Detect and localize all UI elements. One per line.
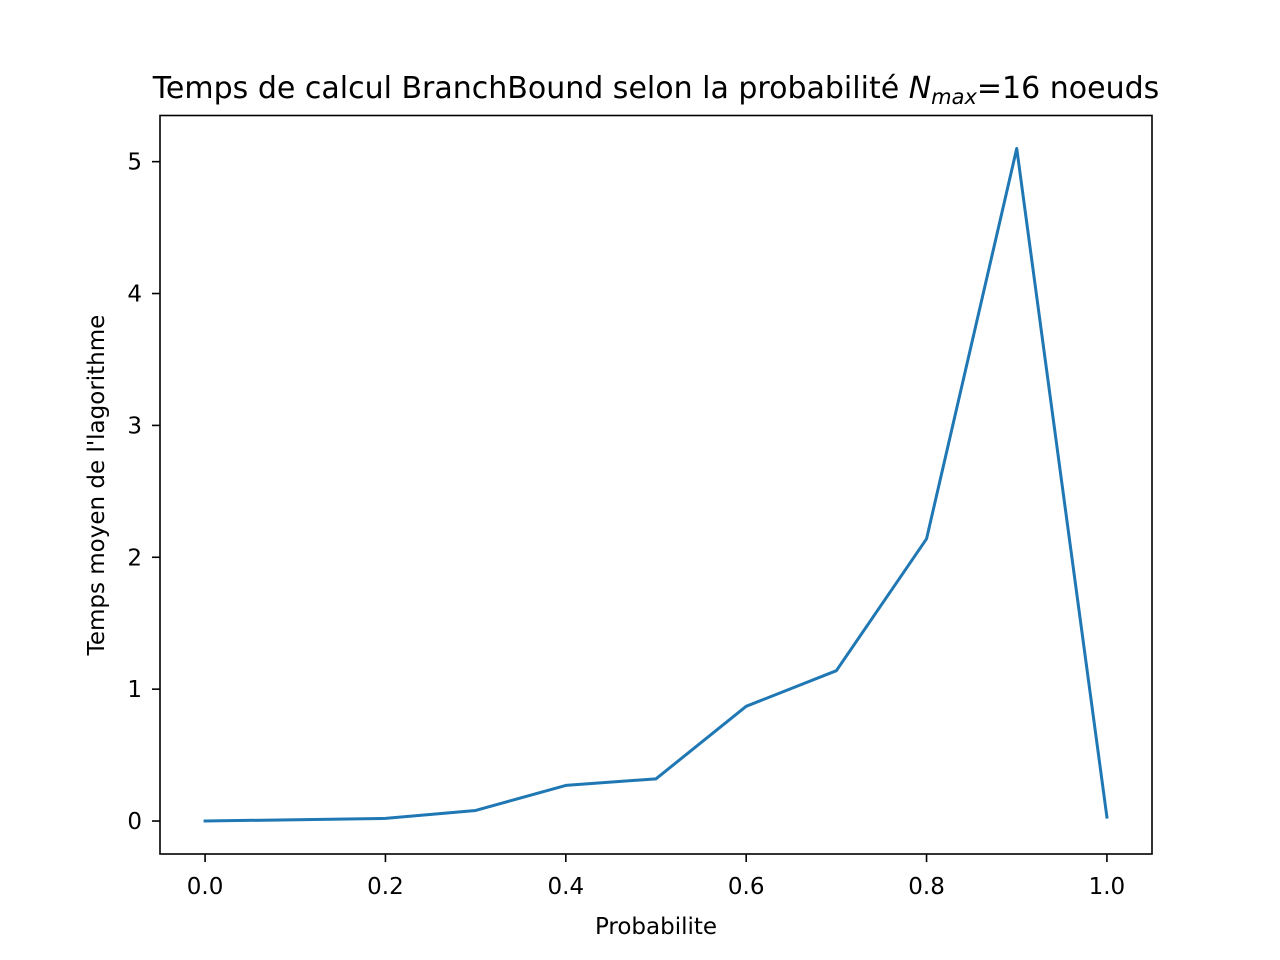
x-tick-label: 1.0: [1089, 874, 1126, 900]
y-tick-label: 1: [127, 677, 142, 703]
x-tick-label: 0.8: [908, 874, 945, 900]
y-axis-label: Temps moyen de l'lagorithme: [84, 315, 110, 657]
y-tick-label: 4: [127, 282, 142, 308]
y-tick-label: 2: [127, 545, 142, 571]
x-tick-label: 0.6: [728, 874, 765, 900]
y-axis-ticks: 0 1 2 3 4 5: [127, 150, 160, 835]
x-axis-label: Probabilite: [595, 914, 717, 940]
x-axis-ticks: 0.0 0.2 0.4 0.6 0.8 1.0: [187, 854, 1125, 900]
x-tick-label: 0.4: [548, 874, 585, 900]
y-tick-label: 0: [127, 809, 142, 835]
plot-frame: [159, 114, 1153, 855]
plot-area: [159, 114, 1153, 855]
series-line: [203, 146, 1109, 823]
y-tick-label: 3: [127, 413, 142, 439]
chart-title: Temps de calcul BranchBound selon la pro…: [152, 71, 1160, 109]
chart-title-symbol: N: [909, 71, 931, 106]
chart-title-subscript: max: [931, 85, 977, 109]
x-tick-label: 0.2: [367, 874, 404, 900]
chart-title-suffix: =16 noeuds: [977, 71, 1159, 106]
x-tick-label: 0.0: [187, 874, 224, 900]
y-tick-label: 5: [127, 150, 142, 176]
chart-title-prefix: Temps de calcul BranchBound selon la pro…: [152, 71, 909, 106]
